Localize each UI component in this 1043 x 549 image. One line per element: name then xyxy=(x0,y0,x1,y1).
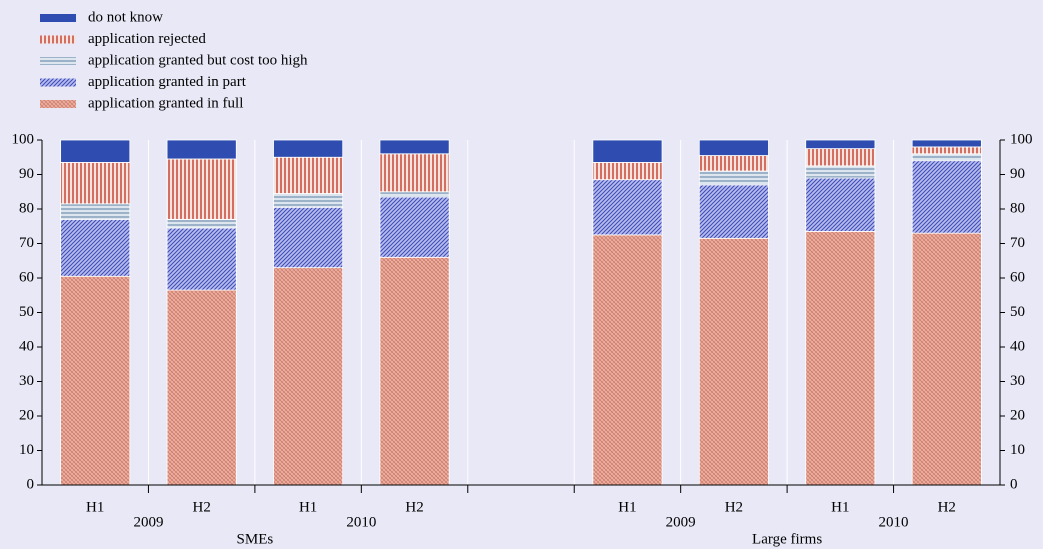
bar-segment xyxy=(698,170,769,186)
legend-label: application granted but cost too high xyxy=(88,52,308,68)
y2-tick-label: 20 xyxy=(1010,407,1025,423)
y-tick-label: 100 xyxy=(12,131,35,147)
bar-segment xyxy=(273,193,344,208)
bar-segment xyxy=(805,231,876,486)
bar-segment xyxy=(379,153,450,193)
x-tick-label: H1 xyxy=(86,499,104,515)
bar-segment xyxy=(166,227,237,291)
y-tick-label: 30 xyxy=(19,373,34,389)
legend-label: application granted in part xyxy=(88,74,247,90)
bar-segment xyxy=(166,289,237,486)
y2-tick-label: 80 xyxy=(1010,200,1025,216)
x-tick-label: H2 xyxy=(405,499,423,515)
bar-segment xyxy=(698,237,769,486)
x-tick-label: H2 xyxy=(725,499,743,515)
bar-segment xyxy=(592,179,663,236)
bar-segment xyxy=(166,218,237,229)
bar-segment xyxy=(60,162,131,205)
x-tick-label: H1 xyxy=(299,499,317,515)
y2-tick-label: 70 xyxy=(1010,235,1025,251)
y-tick-label: 70 xyxy=(19,235,34,251)
bar-segment xyxy=(592,162,663,181)
bar-segment xyxy=(379,196,450,258)
bar-segment xyxy=(698,139,769,156)
legend-swatch xyxy=(40,100,76,108)
y-tick-label: 80 xyxy=(19,200,34,216)
bar-segment xyxy=(60,275,131,486)
bar-segment xyxy=(698,184,769,239)
bar-segment xyxy=(805,177,876,232)
y-tick-label: 60 xyxy=(19,269,34,285)
y-tick-label: 40 xyxy=(19,338,34,354)
y-tick-label: 10 xyxy=(19,442,34,458)
legend-swatch xyxy=(40,57,76,65)
bar-segment xyxy=(60,139,131,163)
bar-segment xyxy=(379,191,450,198)
bar-segment xyxy=(379,139,450,155)
group-label: SMEs xyxy=(237,531,274,547)
bar-segment xyxy=(911,146,982,155)
y2-tick-label: 50 xyxy=(1010,304,1025,320)
bar-segment xyxy=(273,267,344,486)
bar-segment xyxy=(60,203,131,220)
bar-segment xyxy=(273,206,344,269)
y2-tick-label: 60 xyxy=(1010,269,1025,285)
bar-segment xyxy=(379,256,450,486)
y2-tick-label: 0 xyxy=(1010,476,1018,492)
legend-swatch xyxy=(40,78,76,87)
legend-swatch xyxy=(40,35,76,44)
bar-segment xyxy=(911,160,982,234)
legend-label: application granted in full xyxy=(88,95,243,111)
x-tick-label: H2 xyxy=(192,499,210,515)
y2-tick-label: 40 xyxy=(1010,338,1025,354)
bar-segment xyxy=(166,158,237,220)
bar-segment xyxy=(273,139,344,158)
legend-swatch xyxy=(40,14,76,22)
y2-tick-label: 30 xyxy=(1010,373,1025,389)
year-label: 2010 xyxy=(879,514,909,530)
y-tick-label: 90 xyxy=(19,166,34,182)
y2-tick-label: 10 xyxy=(1010,442,1025,458)
year-label: 2009 xyxy=(666,514,696,530)
bar-segment xyxy=(698,155,769,172)
bar-segment xyxy=(166,139,237,160)
x-tick-label: H2 xyxy=(938,499,956,515)
y2-tick-label: 100 xyxy=(1010,131,1033,147)
year-label: 2010 xyxy=(346,514,376,530)
bar-segment xyxy=(805,148,876,167)
bar-segment xyxy=(592,234,663,486)
y-tick-label: 50 xyxy=(19,304,34,320)
bar-segment xyxy=(273,156,344,194)
bar-segment xyxy=(805,139,876,150)
x-tick-label: H1 xyxy=(831,499,849,515)
year-label: 2009 xyxy=(133,514,163,530)
bar-segment xyxy=(60,218,131,277)
bar-segment xyxy=(911,232,982,486)
bar-segment xyxy=(592,139,663,163)
legend-label: do not know xyxy=(88,9,163,25)
y-tick-label: 0 xyxy=(27,476,35,492)
bar-segment xyxy=(911,153,982,162)
group-label: Large firms xyxy=(752,531,822,547)
bar-segment xyxy=(911,139,982,148)
legend-label: application rejected xyxy=(88,31,206,47)
y2-tick-label: 90 xyxy=(1010,166,1025,182)
bar-segment xyxy=(805,165,876,179)
x-tick-label: H1 xyxy=(618,499,636,515)
y-tick-label: 20 xyxy=(19,407,34,423)
